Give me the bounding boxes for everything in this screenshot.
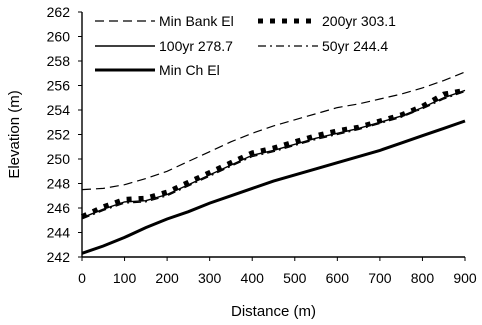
y-axis-label: Elevation (m): [6, 90, 23, 178]
legend-label: 200yr 303.1: [322, 13, 396, 29]
y-tick-label: 252: [47, 127, 71, 143]
chart-series: [80, 71, 466, 255]
x-tick-label: 300: [198, 270, 222, 286]
x-tick-label: 400: [241, 270, 265, 286]
chart-axes: 0 100 200 300 400 500 600 700 800 900 242 244 246 248…: [47, 4, 477, 286]
legend-label: 100yr 278.7: [159, 38, 233, 54]
legend-label: Min Bank El: [159, 13, 234, 29]
x-tick-label: 700: [368, 270, 392, 286]
y-tick-label: 262: [47, 4, 71, 20]
y-tick-label: 258: [47, 53, 71, 69]
x-axis-label: Distance (m): [231, 303, 316, 320]
series-line: [81, 119, 466, 255]
series-line: [81, 71, 466, 191]
y-tick-label: 242: [47, 249, 71, 265]
series-line: [81, 91, 466, 220]
x-tick-label: 600: [326, 270, 350, 286]
x-tick-label: 200: [155, 270, 179, 286]
x-tick-label: 500: [283, 270, 307, 286]
x-tick-label: 100: [113, 270, 137, 286]
y-tick-label: 250: [47, 151, 71, 167]
legend-label: 50yr 244.4: [322, 38, 388, 54]
y-tick-label: 248: [47, 176, 71, 192]
x-tick-label: 800: [411, 270, 435, 286]
y-tick-label: 260: [47, 29, 71, 45]
x-tick-label: 900: [453, 270, 477, 286]
series-line: [81, 89, 466, 219]
chart-legend: Min Bank El 200yr 303.1 100yr 278.7 50yr 24…: [95, 13, 396, 78]
legend-label: Min Ch El: [159, 62, 220, 78]
y-tick-label: 244: [47, 225, 71, 241]
y-tick-label: 254: [47, 102, 71, 118]
y-tick-label: 246: [47, 200, 71, 216]
series-line: [80, 87, 466, 219]
x-tick-label: 0: [78, 270, 86, 286]
y-tick-label: 256: [47, 78, 71, 94]
